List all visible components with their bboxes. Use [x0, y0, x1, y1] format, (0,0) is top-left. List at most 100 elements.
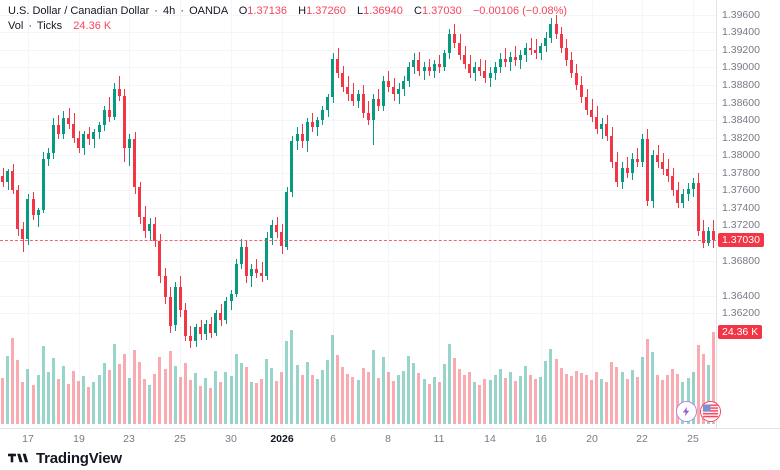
candle-body [346, 86, 349, 94]
candle-body [605, 123, 608, 136]
price-axis[interactable]: 1.39600 1.39400 1.39200 1.39000 1.38800 1.386… [716, 0, 780, 428]
candle-body [443, 53, 446, 68]
price-axis-tick: 1.37200 [722, 219, 760, 232]
realtime-bolt-icon[interactable] [676, 401, 697, 422]
candle-body [270, 225, 273, 238]
volume-bar [321, 370, 324, 424]
candle-wick [480, 58, 481, 77]
volume-bar [590, 380, 593, 424]
candle-body [712, 231, 715, 241]
volume-bar [402, 370, 405, 424]
volume-bar [285, 340, 288, 424]
candle-body [331, 58, 334, 98]
candle-body [153, 223, 156, 242]
current-volume-badge[interactable]: 24.36 K [718, 324, 763, 339]
candle-body [560, 34, 563, 49]
candle-body [600, 123, 603, 129]
volume-bar [458, 368, 461, 424]
chart-plot-area[interactable] [0, 0, 716, 428]
candle-body [164, 276, 167, 298]
time-axis-tick: 17 [22, 433, 34, 445]
price-axis-tick: 1.39000 [722, 61, 760, 74]
volume-bar [687, 377, 690, 424]
volume-bar [555, 358, 558, 424]
gridline-horizontal [0, 155, 716, 156]
volume-bar [62, 366, 65, 424]
candle-body [42, 158, 45, 210]
time-axis-tick: 20 [586, 433, 598, 445]
candle-body [255, 269, 258, 273]
candle-body [478, 67, 481, 71]
candle-body [661, 162, 664, 170]
price-axis-tick: 1.39200 [722, 43, 760, 56]
volume-bar [158, 356, 161, 424]
candle-wick [399, 83, 400, 105]
volume-bar [585, 375, 588, 424]
gridline-vertical [490, 0, 491, 428]
candle-body [402, 81, 405, 89]
gridline-vertical [282, 0, 283, 428]
volume-bar [666, 375, 669, 424]
candle-wick [424, 62, 425, 80]
candle-body [260, 272, 263, 277]
volume-bar [524, 366, 527, 424]
candle-body [468, 63, 471, 73]
candle-body [357, 93, 360, 101]
volume-bar [499, 369, 502, 424]
volume-bar [382, 357, 385, 424]
volume-bar [189, 380, 192, 424]
volume-bar [509, 371, 512, 424]
candle-body [285, 192, 288, 247]
candle-body [1, 176, 4, 182]
candle-wick [602, 118, 603, 140]
candle-body [37, 209, 40, 215]
candle-body [240, 246, 243, 265]
us-flag-icon[interactable] [700, 401, 721, 422]
current-price-badge[interactable]: 1.37030 [718, 233, 764, 248]
candle-wick [536, 39, 537, 59]
candle-body [77, 137, 80, 149]
candle-body [103, 109, 106, 126]
volume-bar [351, 377, 354, 424]
candle-body [118, 88, 121, 96]
volume-bar [336, 355, 339, 424]
candle-body [636, 158, 639, 163]
candle-body [671, 176, 674, 191]
volume-bar [407, 355, 410, 424]
tradingview-wordmark: TradingView [36, 449, 122, 467]
volume-bar [270, 367, 273, 424]
volume-bar [16, 360, 19, 424]
candle-body [123, 95, 126, 149]
volume-bar [230, 376, 233, 424]
candle-body [382, 81, 385, 107]
volume-bar [676, 373, 679, 424]
candle-body [692, 183, 695, 189]
candle-body [11, 171, 14, 191]
time-axis[interactable]: 17 19 23 25 30 2026 6 8 11 14 16 20 22 25 [0, 428, 780, 450]
volume-bar [387, 371, 390, 424]
candle-body [372, 99, 375, 121]
volume-bar [529, 374, 532, 424]
price-axis-tick: 1.36200 [722, 307, 760, 320]
volume-bar [392, 380, 395, 424]
candle-body [169, 297, 172, 326]
price-axis-tick: 1.38600 [722, 96, 760, 109]
candle-body [311, 121, 314, 128]
volume-bar [6, 355, 9, 424]
volume-bar [692, 372, 695, 424]
volume-bar [77, 380, 80, 424]
price-axis-tick: 1.38200 [722, 131, 760, 144]
candle-body [16, 190, 19, 229]
candle-body [275, 225, 278, 233]
volume-bar [37, 375, 40, 424]
candle-body [549, 23, 552, 38]
volume-bar [301, 375, 304, 424]
volume-bar [367, 372, 370, 424]
candle-body [26, 199, 29, 240]
candle-body [108, 109, 111, 117]
candle-body [250, 269, 253, 277]
volume-bar [57, 378, 60, 424]
candle-body [519, 55, 522, 61]
candle-body [392, 86, 395, 94]
